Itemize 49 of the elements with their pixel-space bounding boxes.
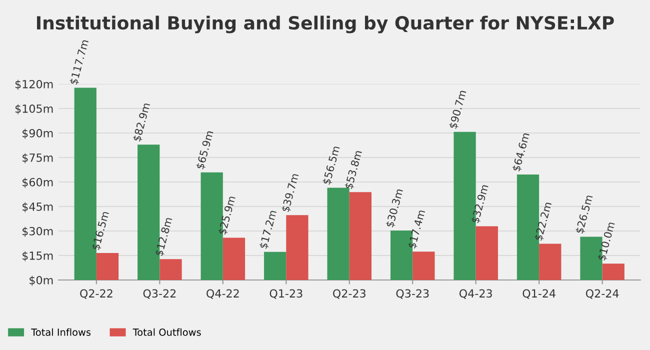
bar <box>222 238 246 280</box>
bar <box>602 264 624 280</box>
data-label: $56.5m <box>322 146 342 186</box>
data-label: $25.9m <box>218 196 237 236</box>
x-tick-label: Q3-23 <box>396 289 429 299</box>
data-label: $17.4m <box>408 210 427 249</box>
y-tick-label: $60m <box>22 178 53 188</box>
bar <box>264 252 286 280</box>
x-tick-label: Q2-23 <box>333 289 366 299</box>
chart-title: Institutional Buying and Selling by Quarter for NYSE:LXP <box>37 16 614 34</box>
bar <box>349 192 372 280</box>
x-tick-label: Q2-24 <box>586 289 619 299</box>
data-label: $10.0m <box>597 222 616 262</box>
data-label: $32.9m <box>470 184 490 224</box>
bar <box>160 259 182 280</box>
bar <box>96 253 119 280</box>
legend-label: Total Outflows <box>132 328 201 336</box>
bar <box>286 215 308 280</box>
data-label: $53.8m <box>344 150 364 190</box>
data-label: $30.3m <box>385 188 404 228</box>
y-tick-label: $75m <box>22 153 53 164</box>
x-tick-label: Q4-22 <box>206 289 239 299</box>
x-tick-label: Q1-24 <box>522 289 556 299</box>
y-tick-label: $30m <box>22 226 53 237</box>
bar <box>412 252 435 280</box>
x-tick-label: Q4-23 <box>459 289 492 299</box>
data-label: $12.8m <box>154 217 174 256</box>
data-label: $82.9m <box>132 102 152 142</box>
x-tick-label: Q3-22 <box>143 289 176 299</box>
bar <box>327 188 350 280</box>
data-label: $16.5m <box>91 211 110 250</box>
data-label: $22.2m <box>534 202 554 242</box>
y-tick-label: $105m <box>15 104 53 114</box>
y-tick-label: $15m <box>22 251 53 262</box>
x-tick-label: Q2-22 <box>80 289 112 299</box>
bar <box>539 244 562 280</box>
data-label: $17.2m <box>258 210 278 250</box>
data-label: $90.7m <box>448 90 468 130</box>
data-label: $39.7m <box>281 173 300 213</box>
y-tick-label: $90m <box>22 128 53 139</box>
data-label: $26.5m <box>575 194 594 234</box>
data-label: $64.6m <box>512 132 531 172</box>
y-tick-label: $0m <box>30 276 53 286</box>
data-label: $65.9m <box>196 130 215 170</box>
y-tick-label: $120m <box>15 80 53 90</box>
x-tick-label: Q1-23 <box>270 289 302 299</box>
legend-label: Total Inflows <box>31 328 91 336</box>
y-tick-label: $45m <box>22 202 53 212</box>
bar <box>476 226 498 280</box>
